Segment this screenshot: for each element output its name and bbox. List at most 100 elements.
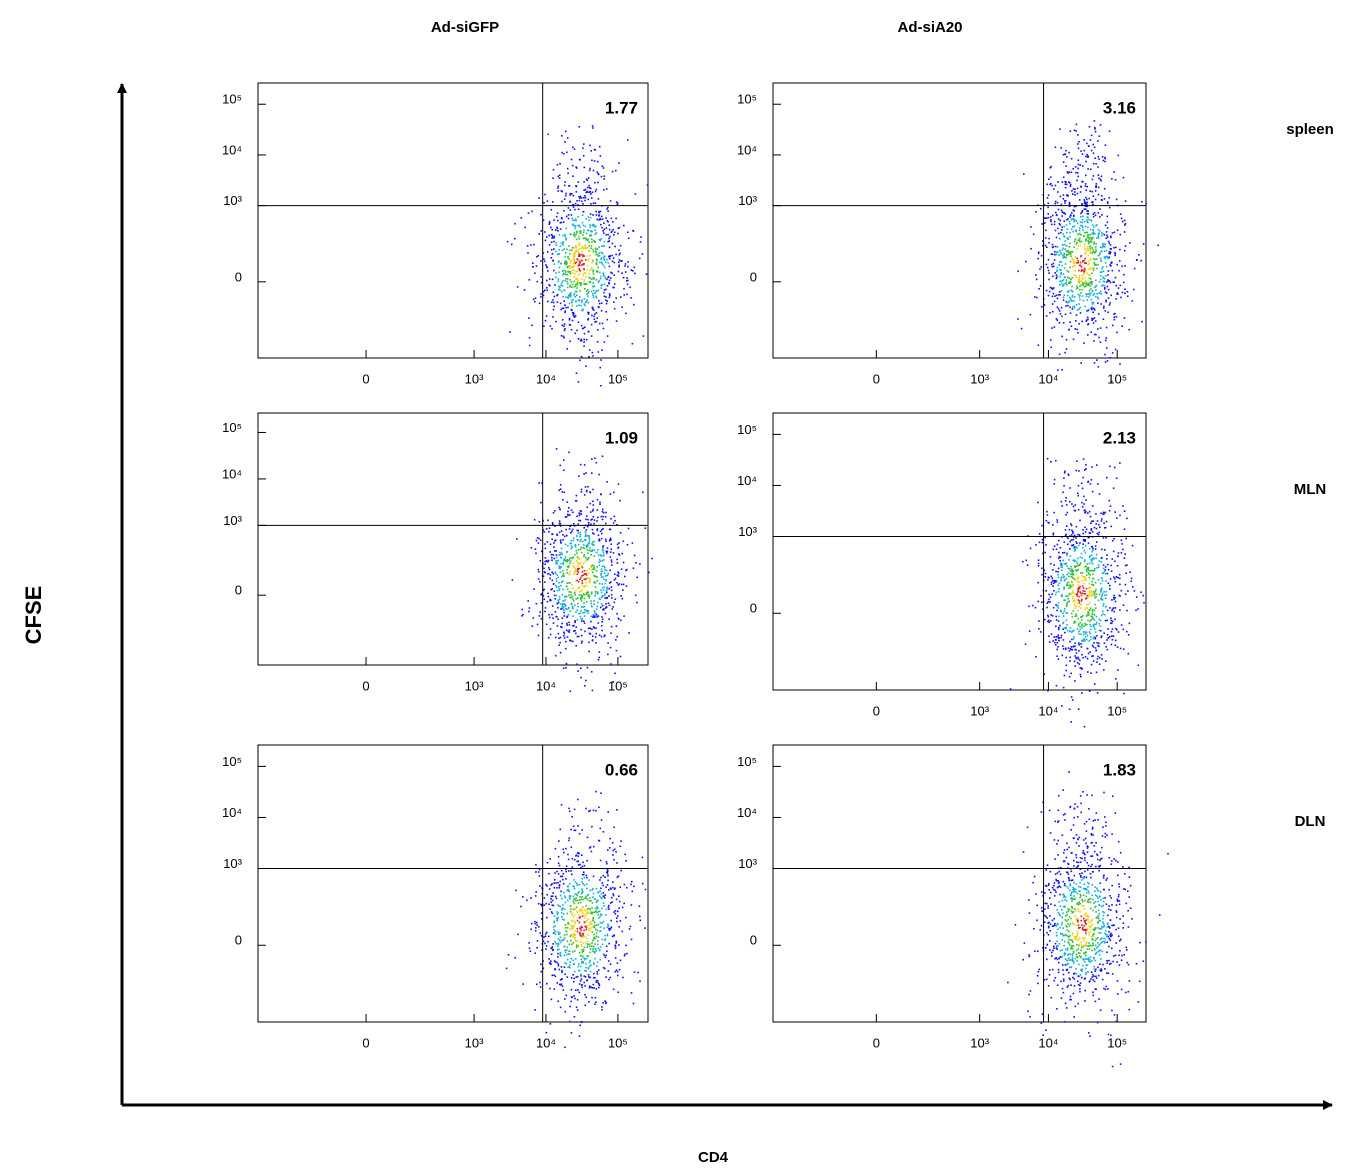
event-dot: [548, 530, 550, 533]
event-dot: [1055, 294, 1058, 297]
event-dot: [1064, 579, 1066, 581]
event-dot: [618, 900, 621, 903]
event-dot: [577, 529, 579, 532]
event-dot: [563, 289, 566, 292]
event-dot: [1043, 673, 1045, 675]
event-dot: [554, 895, 557, 898]
event-dot: [599, 218, 602, 221]
event-dot: [598, 651, 601, 653]
event-dot: [1076, 460, 1078, 462]
event-dot: [1025, 559, 1028, 562]
event-dot: [1082, 638, 1085, 641]
event-dot: [608, 240, 611, 242]
event-dot: [1099, 216, 1101, 218]
event-dot: [569, 261, 572, 263]
event-dot: [568, 582, 570, 584]
event-dot: [1083, 202, 1086, 204]
event-dot: [1069, 306, 1071, 309]
event-dot: [1112, 635, 1115, 637]
event-dot: [1110, 525, 1112, 528]
event-dot: [602, 953, 605, 955]
event-dot: [1050, 581, 1053, 584]
event-dot: [1104, 246, 1106, 248]
event-dot: [573, 630, 575, 632]
event-dot: [596, 900, 598, 902]
event-dot: [1100, 589, 1103, 591]
event-dot: [1054, 245, 1057, 248]
event-dot: [570, 265, 573, 268]
event-dot: [574, 620, 576, 622]
event-dot: [590, 290, 593, 293]
event-dot: [568, 807, 570, 810]
event-dot: [593, 225, 595, 227]
event-dot: [1062, 279, 1065, 281]
event-dot: [1035, 211, 1037, 213]
event-dot: [1071, 308, 1074, 310]
event-dot: [623, 224, 625, 227]
event-dot: [578, 514, 581, 517]
event-dot: [1097, 232, 1100, 235]
event-dot: [587, 246, 589, 249]
event-dot: [1081, 277, 1084, 279]
event-dot: [560, 541, 562, 543]
event-dot: [615, 253, 617, 256]
event-dot: [1093, 642, 1095, 644]
event-dot: [593, 911, 596, 913]
event-dot: [1124, 583, 1127, 586]
event-dot: [1071, 190, 1073, 192]
event-dot: [1073, 274, 1075, 276]
event-dot: [1095, 237, 1098, 239]
event-dot: [1094, 128, 1096, 130]
event-dot: [521, 615, 523, 617]
event-dot: [545, 883, 547, 886]
event-dot: [1112, 487, 1115, 489]
event-dot: [1077, 568, 1079, 571]
event-dot: [602, 902, 605, 904]
event-dot: [1060, 147, 1062, 149]
event-dot: [1047, 258, 1050, 261]
event-dot: [506, 240, 509, 243]
event-dot: [1059, 224, 1061, 226]
event-dot: [1082, 229, 1084, 231]
event-dot: [550, 998, 553, 1001]
event-dot: [570, 249, 573, 251]
event-dot: [1111, 628, 1114, 630]
event-dot: [587, 523, 590, 526]
event-dot: [548, 568, 551, 571]
event-dot: [1089, 240, 1092, 242]
event-dot: [1065, 562, 1068, 564]
event-dot: [573, 914, 576, 916]
event-dot: [607, 811, 609, 813]
event-dot: [583, 268, 585, 270]
event-dot: [564, 595, 567, 598]
event-dot: [555, 556, 558, 559]
event-dot: [1110, 617, 1112, 619]
event-dot: [569, 209, 572, 211]
event-dot: [614, 947, 617, 950]
event-dot: [559, 553, 562, 556]
event-dot: [551, 253, 554, 255]
event-dot: [1053, 478, 1056, 481]
event-dot: [1066, 219, 1068, 221]
event-dot: [1074, 509, 1077, 512]
event-dot: [1085, 607, 1087, 609]
event-dot: [544, 581, 546, 583]
event-dot: [1083, 549, 1085, 552]
event-dot: [579, 535, 581, 538]
event-dot: [553, 928, 555, 931]
event-dot: [555, 584, 557, 587]
event-dot: [607, 276, 609, 279]
event-dot: [575, 372, 578, 374]
event-dot: [602, 274, 605, 277]
event-dot: [1087, 595, 1090, 598]
event-dot: [1091, 589, 1093, 592]
event-dot: [599, 530, 602, 533]
event-dot: [540, 293, 542, 295]
event-dot: [1072, 193, 1074, 195]
y-tick-label: 10⁵: [222, 420, 242, 435]
event-dot: [1092, 549, 1094, 551]
event-dot: [616, 876, 619, 879]
event-dot: [528, 607, 531, 609]
event-dot: [1027, 1010, 1029, 1012]
event-dot: [1089, 483, 1092, 485]
